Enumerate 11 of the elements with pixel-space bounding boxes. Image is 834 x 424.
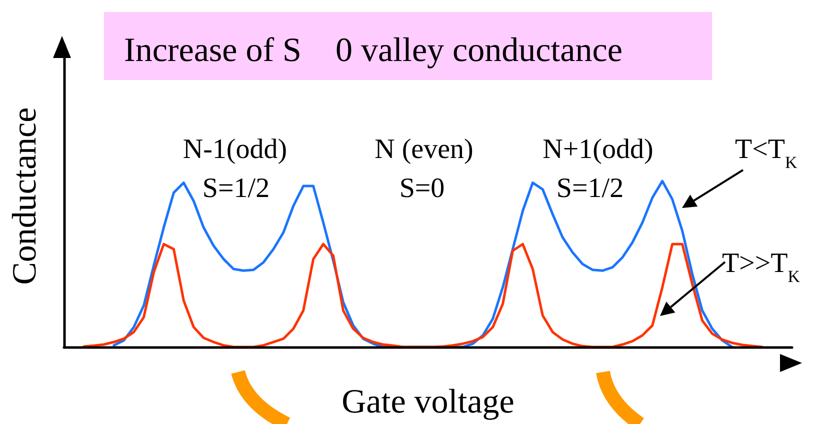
chart-title: Increase of S 0 valley conductance	[124, 32, 622, 69]
text: T<T$_{K}$	[735, 134, 798, 172]
series-label: T>>T$_{K}$	[722, 248, 801, 286]
annotation: S=1/2	[202, 173, 270, 204]
text: N (even)	[374, 134, 474, 165]
y-axis-title: Conductance	[6, 107, 44, 285]
x-axis-title: Gate voltage	[342, 384, 514, 420]
annotation: S=1/2	[556, 173, 624, 204]
text: N-1(odd)	[182, 134, 288, 165]
text: N+1(odd)	[542, 134, 654, 165]
annotation: S=0	[399, 173, 445, 204]
